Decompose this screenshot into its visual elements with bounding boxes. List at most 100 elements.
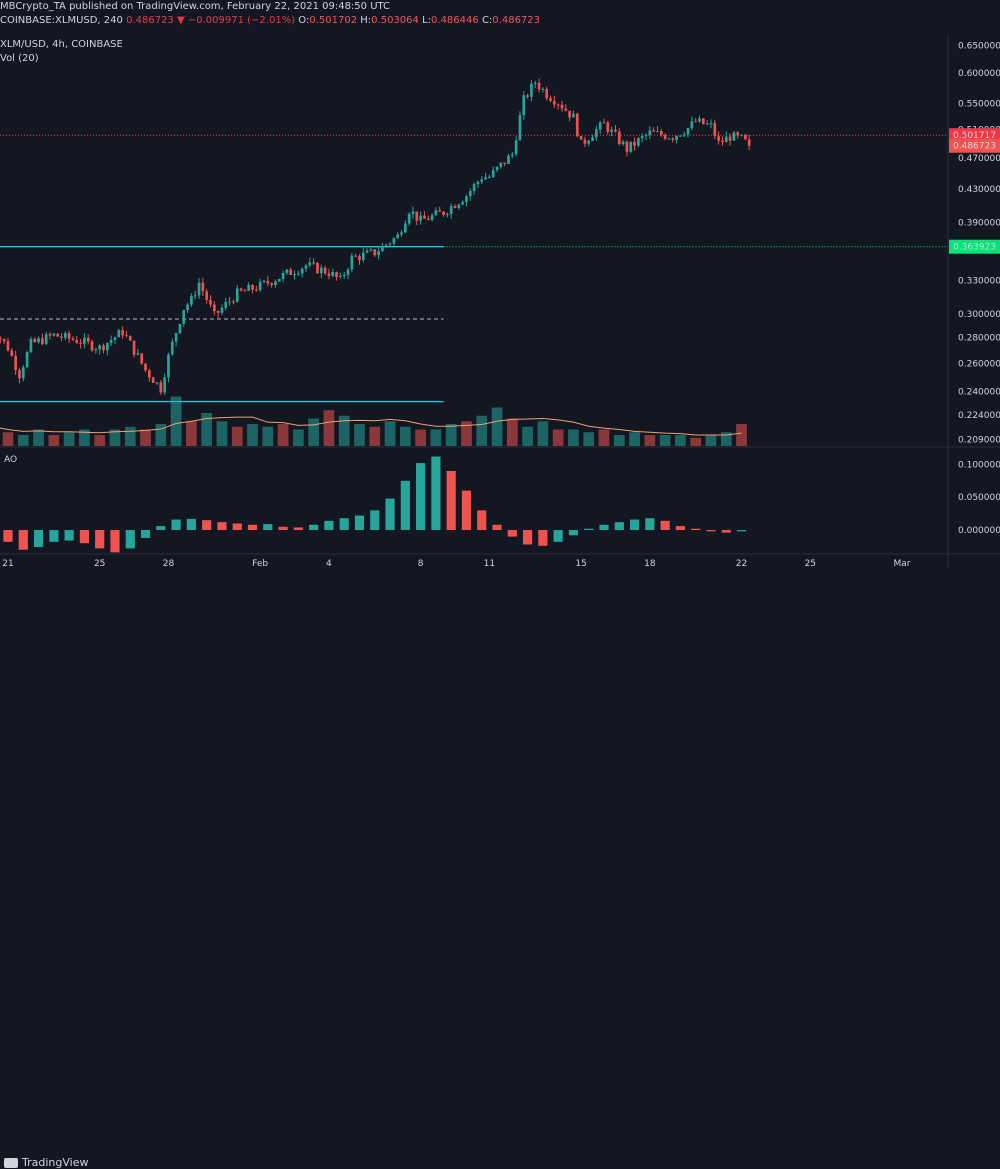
price-tick-label: 0.240000 (958, 387, 1000, 397)
candle-body (251, 284, 254, 290)
candle-body (587, 140, 591, 144)
candle-body (14, 355, 17, 370)
candle-body (67, 333, 71, 339)
candle-body (415, 211, 419, 221)
volume-bar (537, 421, 549, 446)
price-tag-label: 0.363923 (953, 243, 996, 253)
ao-bar (263, 524, 273, 531)
price-tag (949, 138, 1000, 153)
price-tick-label: 0.650000 (958, 41, 1000, 51)
candle-body (79, 342, 82, 344)
time-tick-label: Mar (894, 559, 911, 569)
volume-bar (308, 418, 319, 446)
close-label: C: (481, 15, 493, 26)
candle-body (293, 274, 296, 276)
ao-label: AO (4, 455, 17, 465)
candle-body (6, 341, 10, 351)
candle-body (598, 122, 602, 130)
volume-bar (48, 435, 60, 446)
candle-body (94, 349, 98, 351)
ao-bar (584, 528, 594, 531)
volume-bar (675, 435, 686, 446)
ao-bar (492, 524, 502, 531)
candle-body (125, 335, 128, 337)
candle-body (491, 170, 495, 177)
volume-bar (415, 429, 426, 446)
candle-body (316, 262, 319, 274)
candle-body (235, 288, 239, 302)
candle-body (346, 269, 350, 275)
candle-body (514, 140, 518, 155)
candle-body (140, 353, 144, 364)
candle-body (709, 123, 713, 125)
candle-body (201, 282, 205, 292)
ao-bar (568, 530, 579, 536)
candle-body (675, 135, 678, 140)
candle-body (86, 337, 90, 342)
candle-body (568, 110, 571, 118)
pair-legend[interactable]: XLM/USD, 4h, COINBASE (0, 39, 123, 51)
candle-body (254, 289, 258, 291)
candle-body (232, 301, 235, 303)
volume-bar (94, 435, 106, 446)
candle-body (453, 206, 457, 208)
ao-bar (721, 530, 731, 533)
candle-body (744, 134, 747, 140)
candle-body (671, 138, 675, 140)
ao-tick-label: 0.050000 (958, 493, 1000, 503)
candle-body (656, 131, 659, 133)
price-tick-label: 0.550000 (958, 99, 1000, 109)
candle-body (526, 95, 529, 97)
candle-body (331, 272, 335, 276)
candle-body (289, 269, 293, 275)
candle-body (167, 354, 170, 378)
candle-body (537, 82, 541, 90)
candle-body (728, 136, 732, 141)
candle-body (285, 269, 289, 273)
candle-body (109, 340, 113, 343)
candle-body (33, 338, 37, 343)
candle-body (629, 141, 633, 152)
chart-canvas[interactable]: 0.6500000.6000000.5500000.5100000.470000… (0, 0, 1000, 575)
ao-bar (385, 498, 395, 531)
ao-bar (370, 510, 380, 531)
candle-body (633, 141, 636, 146)
candle-body (461, 202, 464, 205)
low-label: L: (422, 15, 432, 26)
candle-body (583, 139, 587, 144)
price-tag-label: 0.501717 (953, 131, 996, 141)
candle-body (243, 290, 247, 292)
volume-bar (354, 424, 365, 446)
ao-bar (523, 530, 533, 545)
ao-bar (660, 520, 670, 531)
volume-bar (461, 421, 472, 446)
low-value: 0.486446 (431, 15, 479, 26)
candle-body (170, 341, 174, 355)
candle-body (625, 141, 629, 152)
candle-body (144, 363, 147, 371)
candle-body (648, 130, 652, 135)
time-tick-label: 11 (484, 559, 495, 569)
volume-bar (598, 429, 610, 446)
volume-bar (491, 407, 503, 446)
candle-body (151, 377, 155, 383)
symbol-label: COINBASE:XLMUSD, 240 (0, 15, 123, 26)
down-arrow-icon: ▼ (176, 15, 185, 26)
ao-bar (339, 518, 349, 531)
tradingview-logo[interactable]: TradingView (4, 1156, 88, 1169)
candle-body (610, 129, 613, 133)
volume-legend[interactable]: Vol (20) (0, 53, 39, 65)
candle-body (300, 268, 304, 274)
ao-bar (553, 530, 563, 542)
candle-body (652, 130, 656, 132)
candle-body (682, 134, 686, 136)
candle-body (102, 345, 105, 351)
candle-body (377, 251, 380, 256)
candle-body (186, 304, 189, 311)
volume-bar (568, 429, 579, 446)
volume-bar (63, 432, 75, 446)
time-tick-label: Feb (252, 559, 268, 569)
volume-bar (277, 424, 289, 446)
price-tick-label: 0.390000 (958, 219, 1000, 229)
candle-body (705, 123, 709, 125)
